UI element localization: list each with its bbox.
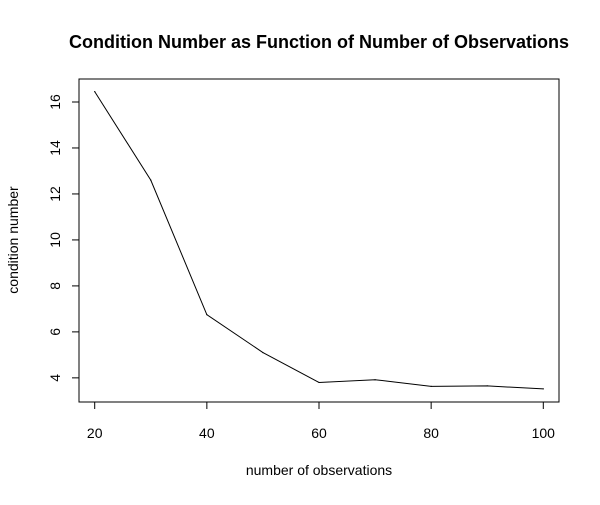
y-tick-label: 12 — [47, 186, 63, 202]
x-tick-label: 20 — [87, 425, 103, 441]
x-tick-label: 60 — [311, 425, 327, 441]
data-point — [206, 314, 208, 316]
x-tick-label: 100 — [532, 425, 556, 441]
x-tick-label: 80 — [423, 425, 439, 441]
data-point — [262, 351, 264, 354]
data-point — [374, 379, 376, 381]
y-tick-label: 6 — [47, 328, 63, 336]
y-tick-label: 10 — [47, 232, 63, 248]
plot-frame — [78, 78, 560, 403]
chart-title: Condition Number as Function of Number o… — [69, 32, 569, 52]
x-axis: 20 40 60 80 100 — [87, 402, 555, 441]
data-point — [94, 91, 96, 93]
x-axis-label: number of observations — [246, 462, 392, 478]
x-tick-label: 40 — [199, 425, 215, 441]
data-point — [430, 385, 432, 387]
y-tick-label: 4 — [47, 374, 63, 382]
y-tick-label: 14 — [47, 140, 63, 156]
y-axis: 4 6 8 10 12 14 16 — [47, 94, 79, 382]
data-point — [318, 381, 320, 384]
series-line — [94, 91, 544, 390]
series-layer — [94, 91, 544, 390]
y-tick-label: 16 — [47, 94, 63, 110]
data-point — [150, 179, 152, 181]
data-point — [542, 388, 544, 390]
y-axis-label: condition number — [5, 186, 21, 294]
y-tick-label: 8 — [47, 282, 63, 290]
data-point — [486, 385, 488, 387]
